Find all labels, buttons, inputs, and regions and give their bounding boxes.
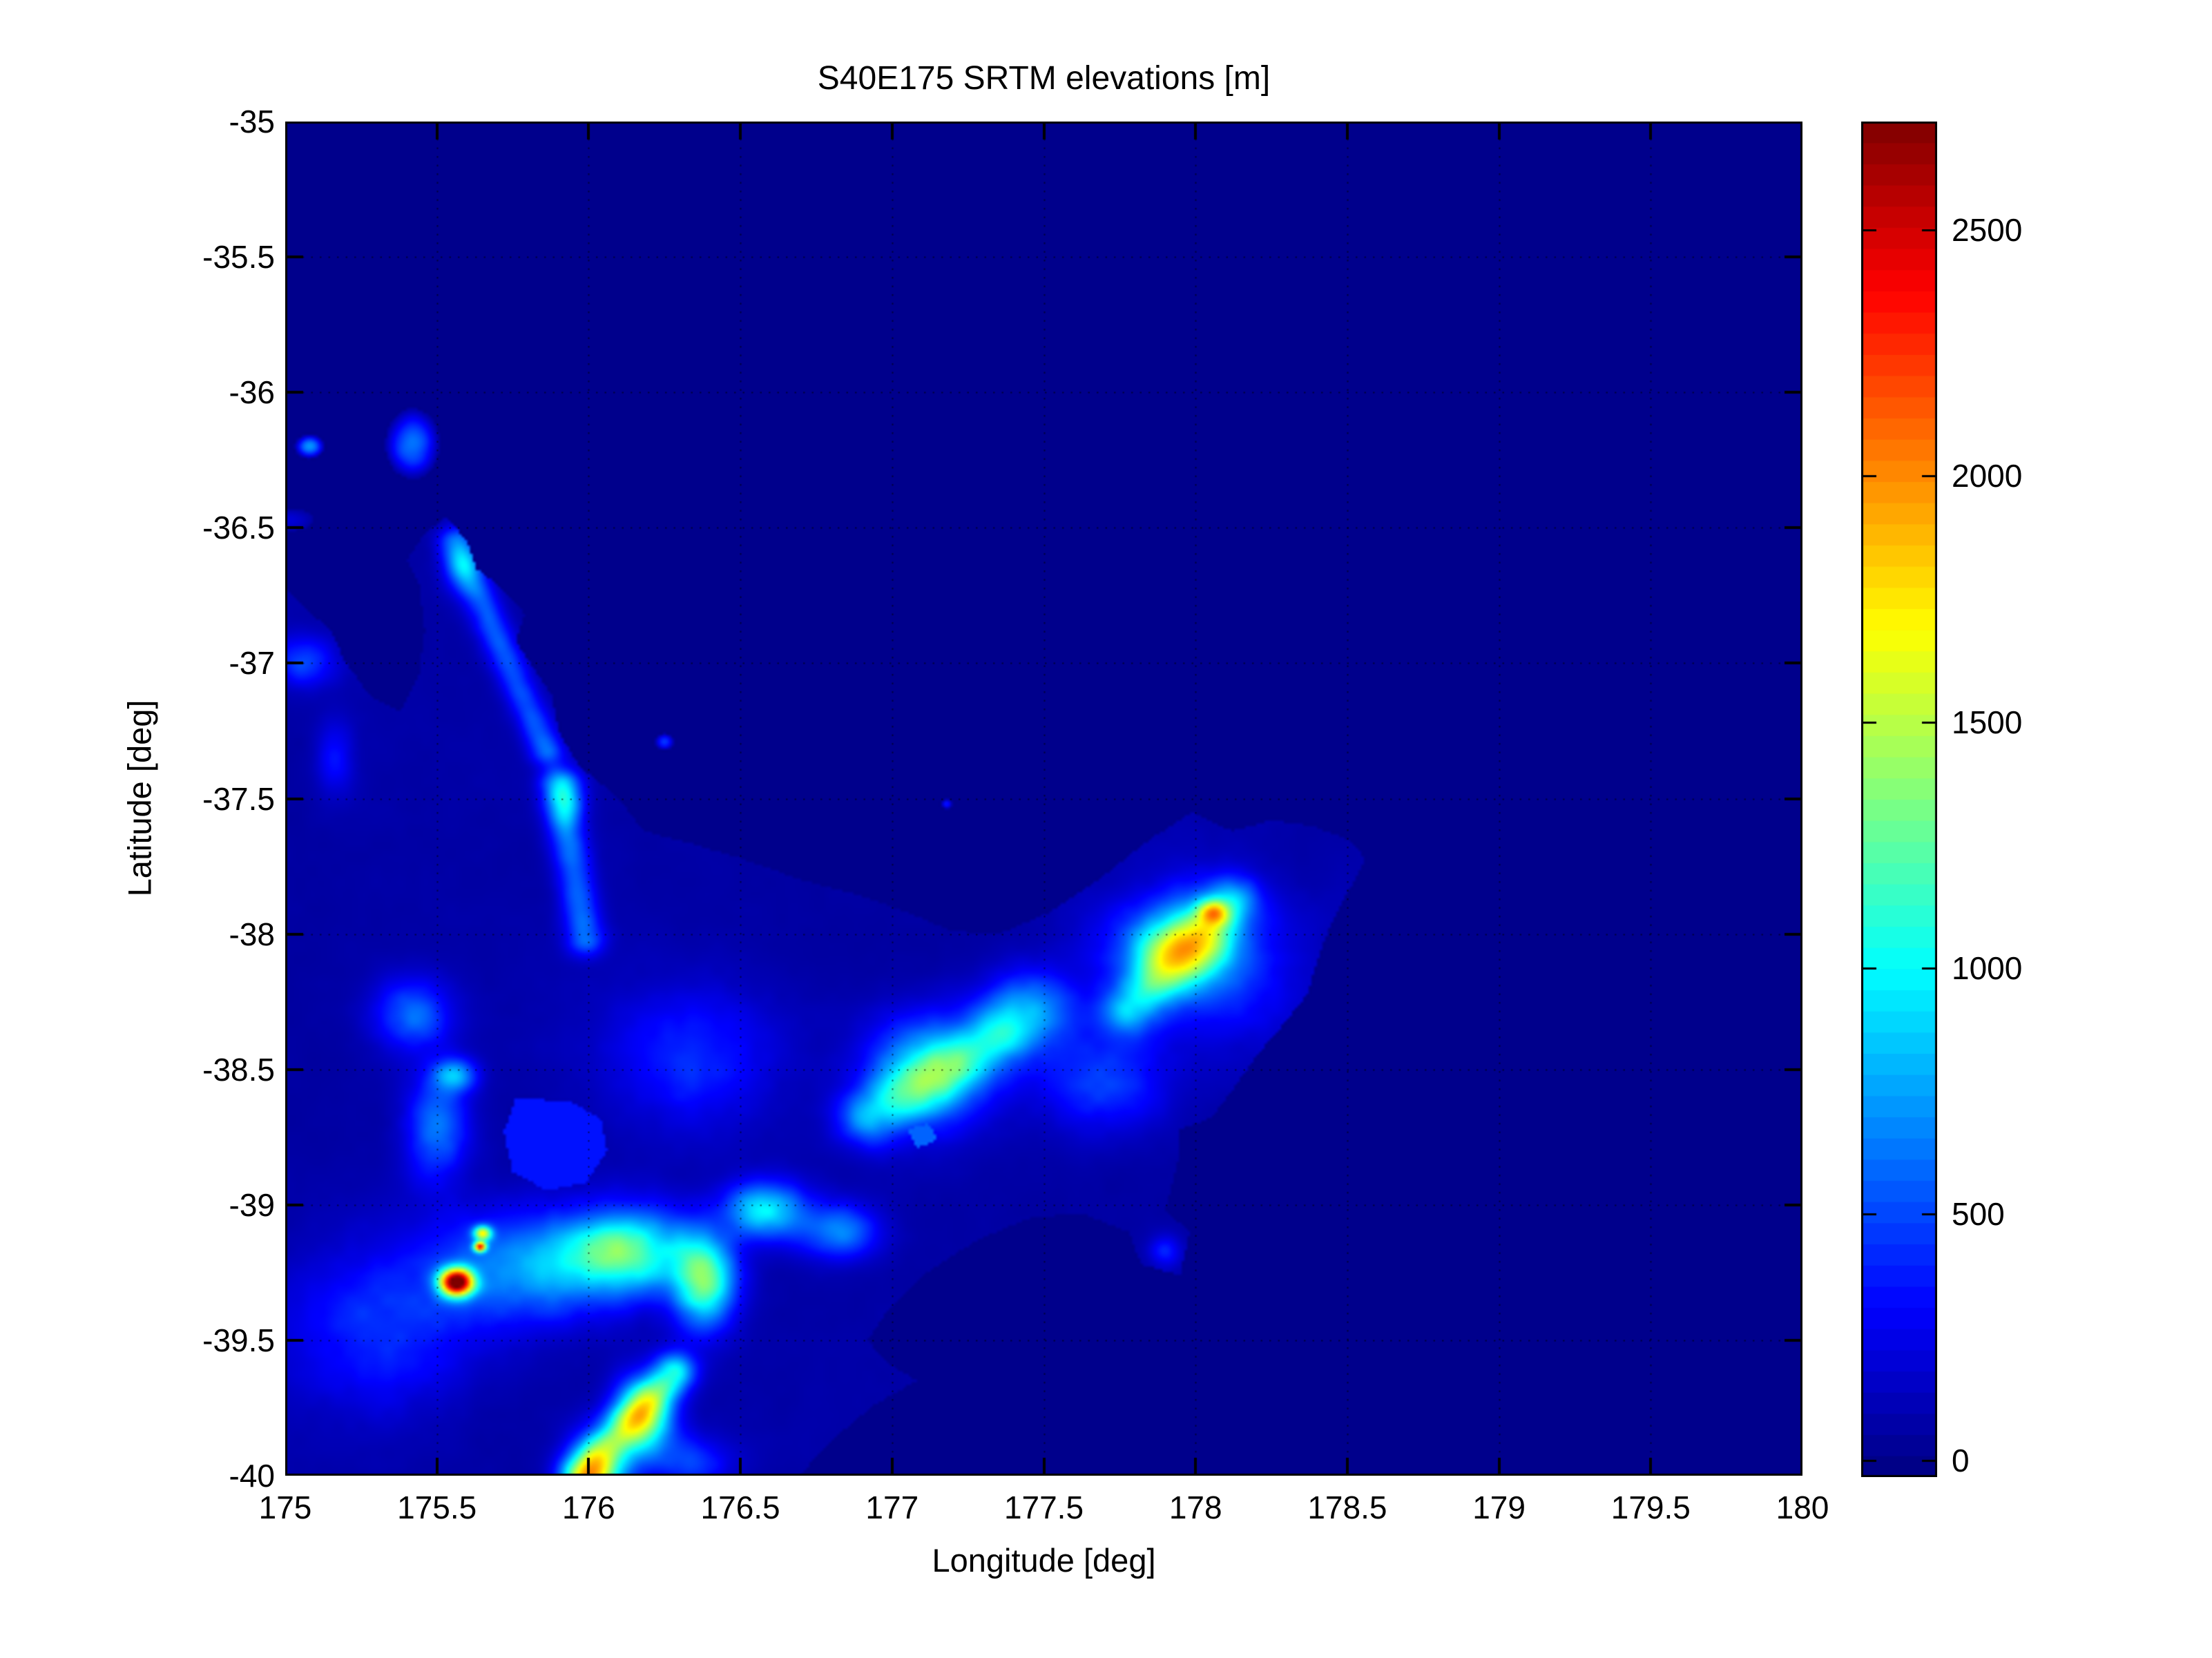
y-tick-label: -38: [229, 916, 275, 952]
y-tick-label: -36.5: [202, 510, 275, 546]
heatmap-plot-area: [285, 122, 1802, 1476]
x-tick-label: 176: [562, 1490, 615, 1525]
colorbar-canvas: [1861, 122, 1937, 1477]
colorbar-tick-label: 0: [1952, 1442, 1970, 1478]
x-tick-label: 179.5: [1610, 1490, 1691, 1525]
x-tick-label: 180: [1776, 1490, 1829, 1525]
x-tick-label: 178: [1168, 1490, 1222, 1525]
y-tick-label: -35: [229, 104, 275, 139]
colorbar-tick-label: 1000: [1952, 950, 2023, 986]
x-tick-label: 175: [258, 1490, 312, 1525]
chart-title: S40E175 SRTM elevations [m]: [817, 60, 1271, 97]
y-tick-label: -38.5: [202, 1051, 275, 1088]
colorbar-tick-label: 2500: [1952, 211, 2023, 248]
x-axis-label: Longitude [deg]: [932, 1542, 1156, 1579]
colorbar-tick-label: 1500: [1952, 704, 2023, 740]
colorbar-tick-label: 2000: [1952, 458, 2023, 494]
x-tick-label: 179: [1472, 1490, 1526, 1525]
y-tick-label: -39: [229, 1186, 275, 1223]
x-tick-label: 178.5: [1307, 1490, 1387, 1525]
x-tick-label: 176.5: [700, 1490, 780, 1525]
x-tick-label: 177.5: [1003, 1490, 1084, 1525]
colorbar-tick-label: 500: [1952, 1196, 2005, 1233]
y-tick-label: -40: [229, 1458, 275, 1494]
axes-grid-ticks-overlay: [285, 122, 1802, 1476]
y-tick-label: -36: [229, 374, 275, 411]
y-tick-label: -39.5: [202, 1322, 275, 1358]
x-tick-label: 177: [865, 1490, 919, 1525]
colorbar: [1861, 122, 1937, 1477]
y-tick-label: -35.5: [202, 239, 275, 276]
x-tick-label: 175.5: [397, 1490, 477, 1525]
y-tick-label: -37: [229, 645, 275, 682]
y-tick-label: -37.5: [202, 780, 275, 817]
